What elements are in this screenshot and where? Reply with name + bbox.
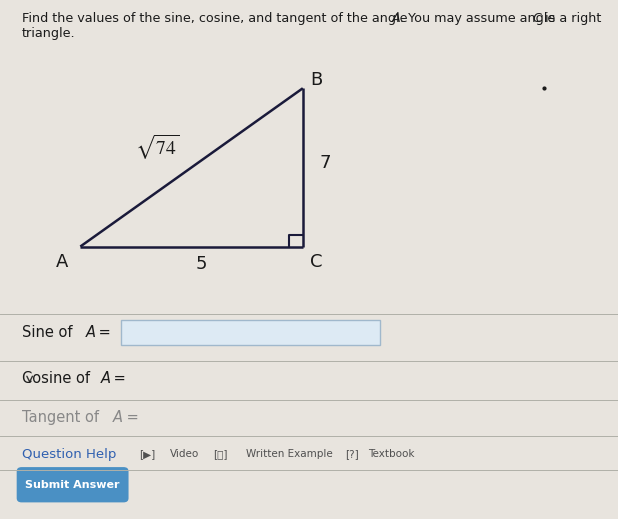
Text: [▶]: [▶] <box>139 449 155 459</box>
Text: Textbook: Textbook <box>368 449 414 459</box>
Text: Tangent of: Tangent of <box>22 411 103 425</box>
Text: A: A <box>56 253 68 271</box>
Text: A: A <box>101 372 111 386</box>
Text: =: = <box>109 372 126 386</box>
Text: Submit Answer: Submit Answer <box>25 480 120 490</box>
Text: . You may assume angle: . You may assume angle <box>400 12 560 25</box>
Text: Video: Video <box>170 449 199 459</box>
Text: Written Example: Written Example <box>246 449 332 459</box>
FancyBboxPatch shape <box>121 320 380 345</box>
Text: 5: 5 <box>195 255 206 272</box>
Text: Sine of: Sine of <box>22 325 77 339</box>
Text: A: A <box>392 12 400 25</box>
Text: Question Help: Question Help <box>22 447 116 461</box>
Text: $\sqrt{74}$: $\sqrt{74}$ <box>135 133 180 162</box>
Text: 7: 7 <box>320 155 331 172</box>
Text: =: = <box>94 325 111 339</box>
Text: Find the values of the sine, cosine, and tangent of the angle: Find the values of the sine, cosine, and… <box>22 12 411 25</box>
Text: C: C <box>533 12 541 25</box>
Text: A: A <box>85 325 95 339</box>
Text: is a right: is a right <box>541 12 602 25</box>
FancyBboxPatch shape <box>17 467 129 502</box>
Text: [📄]: [📄] <box>213 449 227 459</box>
Text: Cosine of: Cosine of <box>22 372 95 386</box>
Text: C: C <box>310 253 323 271</box>
Text: =: = <box>122 411 138 425</box>
Text: [?]: [?] <box>345 449 358 459</box>
Text: A: A <box>113 411 123 425</box>
Text: B: B <box>310 72 323 89</box>
Text: triangle.: triangle. <box>22 27 75 40</box>
